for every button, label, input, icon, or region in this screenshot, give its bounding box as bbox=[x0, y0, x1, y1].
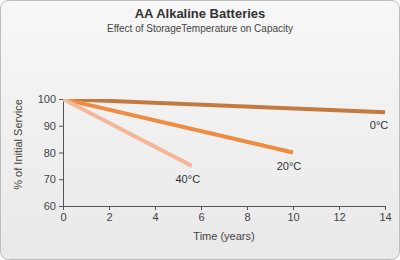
y-axis-line bbox=[59, 100, 64, 207]
series-line bbox=[63, 99, 192, 166]
x-tick: 12 bbox=[333, 206, 345, 223]
x-tick: 14 bbox=[379, 206, 391, 223]
x-axis: 0 2 4 6 8 10 12 14 bbox=[60, 206, 391, 223]
x-tick: 6 bbox=[198, 206, 204, 223]
x-axis-line bbox=[64, 207, 386, 211]
y-axis-title: % of Initial Service bbox=[12, 99, 24, 189]
title: AA Alkaline Batteries bbox=[135, 6, 266, 21]
x-tick: 2 bbox=[106, 206, 112, 223]
x-tick: 8 bbox=[244, 206, 250, 223]
y-axis: 60 70 80 90 100 bbox=[38, 93, 64, 212]
x-tick-mark bbox=[109, 206, 110, 210]
x-tick-label: 12 bbox=[333, 211, 345, 223]
y-tick-mark bbox=[59, 99, 63, 100]
subtitle: Effect of StorageTemperature on Capacity bbox=[107, 23, 293, 34]
y-tick-label: 80 bbox=[44, 147, 56, 159]
x-tick-mark bbox=[201, 206, 202, 210]
y-tick-mark bbox=[59, 126, 63, 127]
background bbox=[1, 1, 400, 260]
x-tick: 4 bbox=[152, 206, 158, 223]
x-tick-mark bbox=[155, 206, 156, 210]
series-labels: 0°C 20°C 40°C bbox=[176, 119, 389, 185]
plot-area bbox=[63, 99, 385, 166]
x-tick-label: 6 bbox=[198, 211, 204, 223]
y-tick-mark bbox=[59, 179, 63, 180]
series-label: 20°C bbox=[277, 160, 302, 172]
y-tick-label: 90 bbox=[44, 120, 56, 132]
y-tick: 80 bbox=[44, 147, 63, 159]
y-tick: 100 bbox=[38, 93, 63, 105]
x-tick-label: 4 bbox=[152, 211, 158, 223]
x-tick-mark bbox=[247, 206, 248, 210]
y-tick-label: 100 bbox=[38, 93, 56, 105]
y-tick: 90 bbox=[44, 120, 63, 132]
x-tick-label: 10 bbox=[287, 211, 299, 223]
x-tick-label: 2 bbox=[106, 211, 112, 223]
x-tick-mark bbox=[385, 206, 386, 210]
x-tick-label: 0 bbox=[60, 211, 66, 223]
series-line bbox=[63, 99, 293, 153]
y-tick-mark bbox=[59, 153, 63, 154]
chart: AA Alkaline Batteries Effect of StorageTe… bbox=[0, 0, 400, 260]
series-label: 0°C bbox=[370, 119, 389, 131]
y-tick: 70 bbox=[44, 173, 63, 185]
y-tick: 60 bbox=[44, 200, 63, 212]
x-tick: 0 bbox=[60, 206, 66, 223]
x-tick-label: 8 bbox=[244, 211, 250, 223]
x-tick: 10 bbox=[287, 206, 299, 223]
series-label: 40°C bbox=[176, 173, 201, 185]
x-axis-title: Time (years) bbox=[193, 230, 254, 242]
x-tick-label: 14 bbox=[379, 211, 391, 223]
x-tick-mark bbox=[293, 206, 294, 210]
x-tick-mark bbox=[339, 206, 340, 210]
y-tick-mark bbox=[59, 206, 63, 207]
y-tick-label: 70 bbox=[44, 173, 56, 185]
y-tick-label: 60 bbox=[44, 200, 56, 212]
